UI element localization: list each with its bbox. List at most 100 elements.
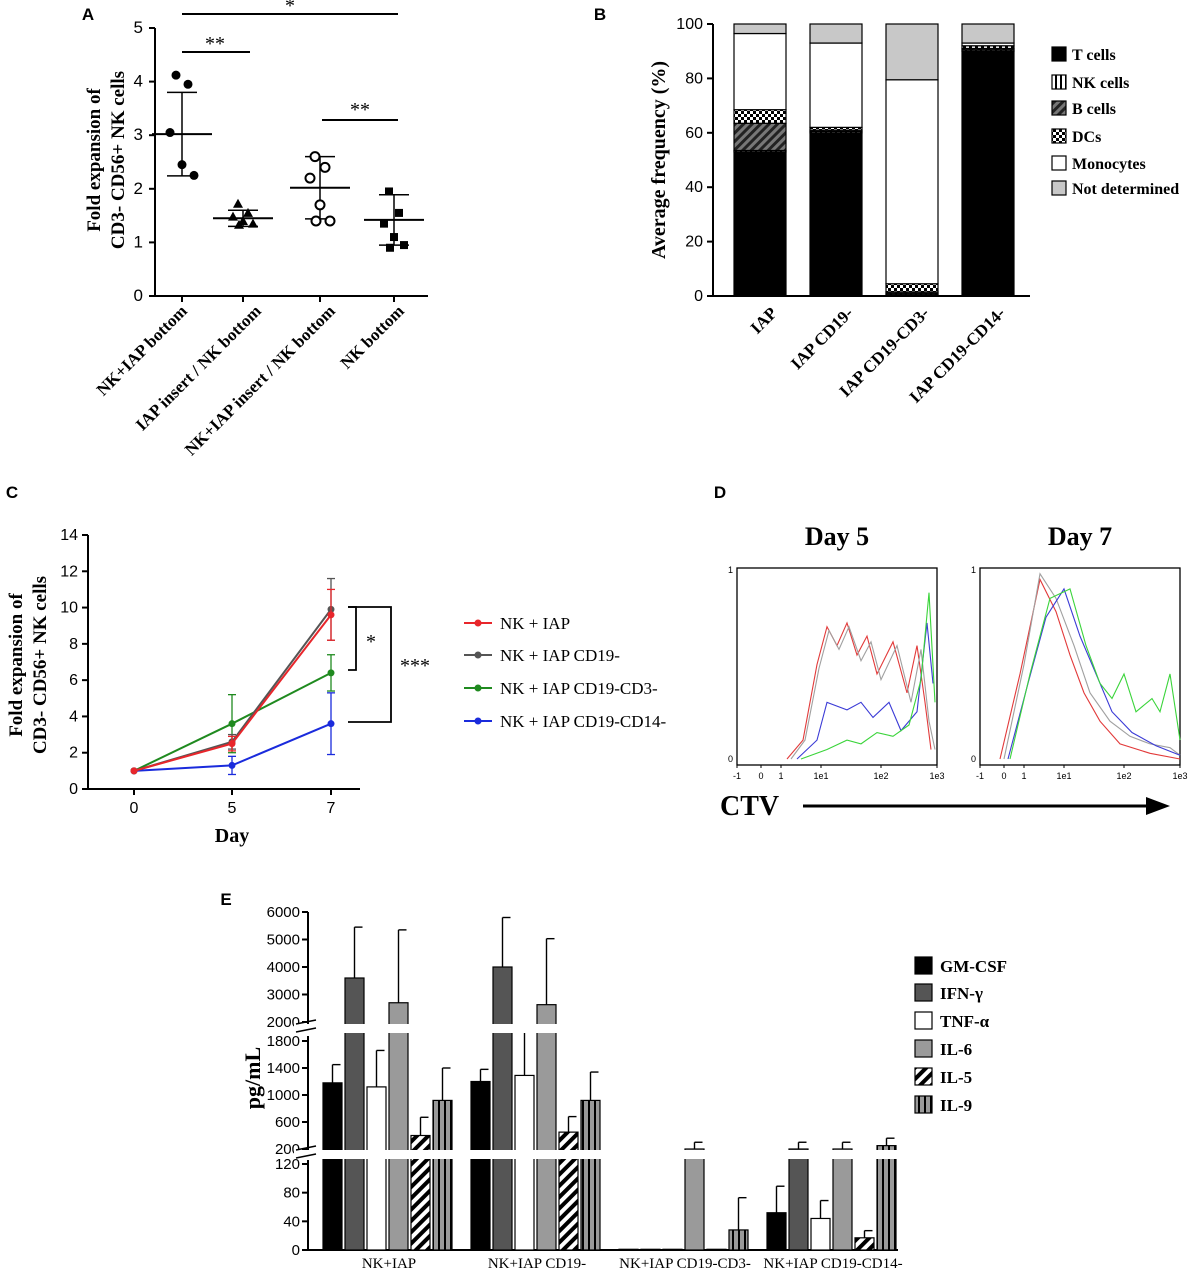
b-bar-segment <box>733 109 787 124</box>
a-ytick-label: 0 <box>134 286 143 305</box>
e-xtick-label: NK+IAP <box>362 1256 416 1272</box>
c-point <box>228 761 236 769</box>
e-legend-swatch <box>914 1067 933 1086</box>
d-xtick-label: 1e2 <box>873 771 888 781</box>
c-point <box>130 767 138 775</box>
e-ytick-label: 200 <box>275 1141 300 1158</box>
panel-label: E <box>220 890 231 909</box>
e-bar <box>432 1099 453 1251</box>
a-point <box>380 219 388 228</box>
e-legend-label: GM-CSF <box>940 957 1007 976</box>
e-bar <box>322 1082 343 1251</box>
e-bar <box>810 1217 831 1251</box>
d-curve-gray <box>1003 572 1181 760</box>
a-point <box>385 187 393 196</box>
e-bar <box>388 1002 409 1251</box>
d-xtick-label: 0 <box>1001 771 1006 781</box>
e-axis-break-gap <box>294 1150 904 1159</box>
e-bar <box>706 1248 727 1251</box>
b-legend-label: B cells <box>1072 101 1116 118</box>
b-bar-segment <box>961 23 1015 44</box>
panel-label: C <box>6 483 18 502</box>
a-point <box>314 199 326 211</box>
b-bar-segment <box>809 23 863 44</box>
e-bar <box>832 1148 853 1251</box>
e-bar <box>662 1248 683 1251</box>
b-bar-segment <box>809 42 863 128</box>
e-ytick-label: 0 <box>292 1242 300 1259</box>
c-ytick-label: 0 <box>69 781 78 798</box>
c-xlabel: Day <box>215 825 249 847</box>
e-ytick-label: 1800 <box>267 1033 300 1050</box>
c-ytick-label: 8 <box>69 636 78 653</box>
c-point <box>228 740 236 748</box>
e-ytick-label: 5000 <box>267 932 300 949</box>
b-xtick-label: IAP CD19- <box>787 303 857 373</box>
c-legend-marker <box>474 619 482 627</box>
a-sig-label: ** <box>350 99 370 121</box>
e-legend-swatch <box>914 1039 933 1058</box>
c-ylabel: Fold expansion of <box>6 593 27 737</box>
a-point <box>324 215 336 227</box>
c-xtick-label: 7 <box>327 800 336 817</box>
a-point <box>395 208 403 217</box>
c-ytick-label: 12 <box>60 563 78 580</box>
b-legend-swatch <box>1051 100 1067 116</box>
d-arrow-head <box>1146 797 1170 815</box>
c-legend-marker <box>474 717 482 725</box>
c-point <box>327 611 335 619</box>
a-xtick-label: IAP insert / NK bottom <box>132 301 265 434</box>
d-curve-red <box>786 621 932 760</box>
b-bar-segment <box>733 23 787 35</box>
e-xtick-label: NK+IAP CD19- <box>488 1256 586 1272</box>
b-bar-segment <box>885 79 939 285</box>
c-sig-bracket <box>348 606 392 723</box>
a-point <box>177 160 187 170</box>
e-bar <box>618 1248 639 1251</box>
a-point <box>390 233 398 242</box>
b-legend-swatch <box>1051 74 1067 90</box>
e-bar <box>558 1131 579 1251</box>
b-legend-label: Not determined <box>1072 181 1179 198</box>
b-legend-label: T cells <box>1072 47 1116 64</box>
e-ytick-label: 6000 <box>267 904 300 921</box>
d-xtick-label: 1 <box>1021 771 1026 781</box>
c-legend-label: NK + IAP CD19-CD14- <box>500 712 667 731</box>
a-point <box>400 241 408 250</box>
e-bar <box>788 1148 809 1251</box>
a-ylabel: CD3- CD56+ NK cells <box>108 71 129 249</box>
b-legend-label: DCs <box>1072 129 1101 146</box>
c-ytick-label: 10 <box>60 600 78 617</box>
e-legend-label: TNF-α <box>940 1012 990 1031</box>
c-sig-bracket <box>348 606 357 671</box>
e-bar <box>684 1148 705 1251</box>
a-point <box>165 128 175 138</box>
b-bar-segment <box>961 50 1015 297</box>
e-axis-break-gap <box>294 1024 904 1033</box>
panel-label: A <box>82 5 94 24</box>
a-point <box>248 218 258 228</box>
d-curve-green <box>800 592 936 760</box>
e-bar <box>580 1099 601 1251</box>
a-point <box>233 198 243 208</box>
c-xtick-label: 0 <box>130 800 139 817</box>
e-legend-label: IFN-γ <box>940 984 983 1003</box>
c-legend-marker <box>474 651 482 659</box>
a-point <box>243 207 253 217</box>
d-xtick-label: 1e3 <box>929 771 944 781</box>
d-xtick-label: -1 <box>733 771 741 781</box>
d-plot-frame <box>979 567 1181 766</box>
b-ylabel: Average frequency (%) <box>648 61 670 259</box>
e-axis-break-mark <box>295 1145 317 1151</box>
e-xtick-label: NK+IAP CD19-CD14- <box>763 1256 902 1272</box>
panel-label: B <box>594 5 606 24</box>
b-legend-swatch <box>1051 46 1067 62</box>
c-point <box>228 720 236 728</box>
e-axis-break-mark <box>295 1027 317 1033</box>
a-ytick-label: 3 <box>134 125 143 144</box>
b-legend-swatch <box>1051 155 1067 171</box>
c-sig-label: *** <box>400 655 430 677</box>
e-ylabel: pg/mL <box>240 1047 265 1109</box>
d-xtick-label: -1 <box>976 771 984 781</box>
